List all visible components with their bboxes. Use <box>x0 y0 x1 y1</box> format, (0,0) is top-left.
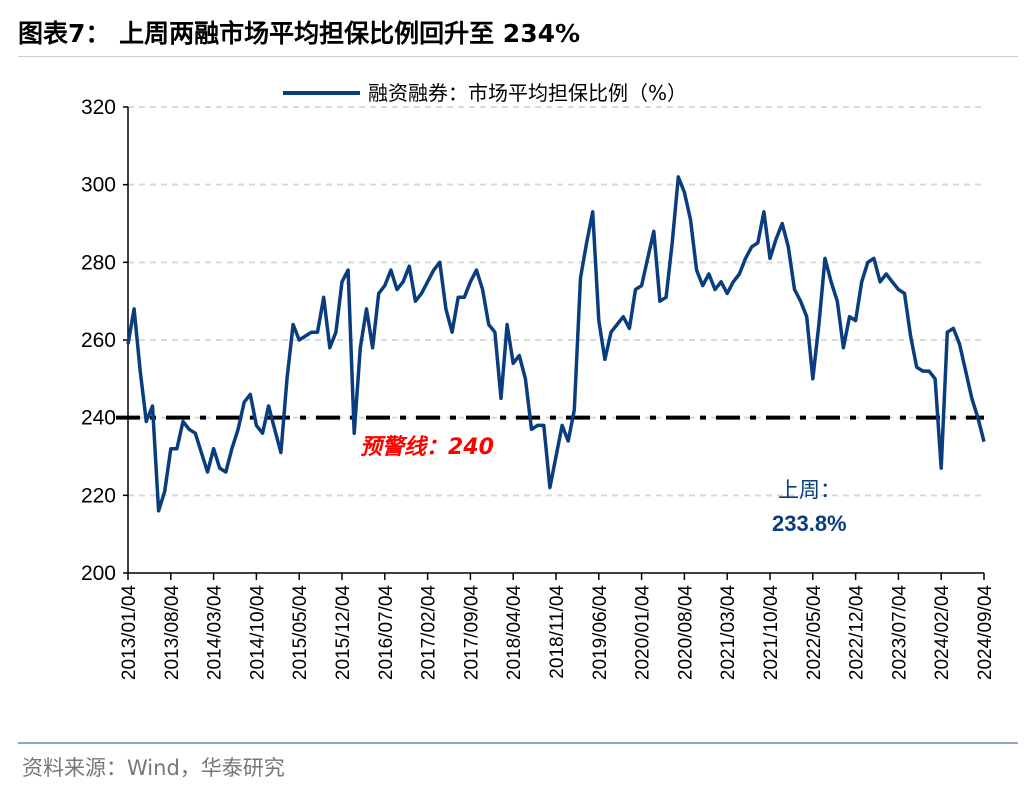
source-note: 资料来源：Wind，华泰研究 <box>22 756 285 780</box>
x-tick-label: 2018/04/04 <box>504 585 525 681</box>
y-tick-label: 320 <box>81 96 116 119</box>
y-tick-label: 260 <box>81 329 116 352</box>
title-divider <box>18 56 1018 57</box>
last-week-value: 233.8% <box>772 511 847 536</box>
x-tick-label: 2022/05/04 <box>804 585 825 681</box>
y-tick-label: 300 <box>81 174 116 197</box>
x-tick-label: 2019/06/04 <box>590 585 611 681</box>
x-tick-label: 2014/10/04 <box>247 585 268 681</box>
legend: 融资融券：市场平均担保比例（%） <box>283 81 687 105</box>
chart-title: 图表7： 上周两融市场平均担保比例回升至 234% <box>18 19 581 48</box>
x-tick-label: 2015/12/04 <box>333 585 354 681</box>
x-tick-label: 2023/07/04 <box>889 585 910 681</box>
x-tick-label: 2024/02/04 <box>932 585 953 681</box>
footer-divider <box>18 742 1018 744</box>
series-line <box>126 175 986 513</box>
x-tick-label: 2016/07/04 <box>376 585 397 681</box>
x-tick-label: 2021/10/04 <box>761 585 782 681</box>
legend-label: 融资融券：市场平均担保比例（%） <box>368 81 687 105</box>
x-tick-label: 2017/09/04 <box>461 585 482 681</box>
y-tick-label: 280 <box>81 251 116 274</box>
x-tick-label: 2015/05/04 <box>290 585 311 681</box>
y-tick-label: 220 <box>81 484 116 507</box>
x-tick-label: 2013/08/04 <box>162 585 183 681</box>
x-tick-label: 2018/11/04 <box>547 585 568 679</box>
x-tick-label: 2020/08/04 <box>675 585 696 681</box>
x-tick-label: 2022/12/04 <box>847 585 868 681</box>
x-tick-label: 2020/01/04 <box>633 585 654 681</box>
y-tick-label: 200 <box>81 562 116 585</box>
x-tick-label: 2021/03/04 <box>718 585 739 681</box>
x-tick-label: 2017/02/04 <box>419 585 440 681</box>
last-week-label: 上周： <box>778 478 841 502</box>
y-tick-label: 240 <box>81 407 116 430</box>
x-tick-label: 2014/03/04 <box>205 585 226 681</box>
warning-line-label: 预警线：240 <box>360 434 494 460</box>
x-tick-label: 2013/01/04 <box>119 585 140 681</box>
x-tick-label: 2024/09/04 <box>975 585 996 681</box>
